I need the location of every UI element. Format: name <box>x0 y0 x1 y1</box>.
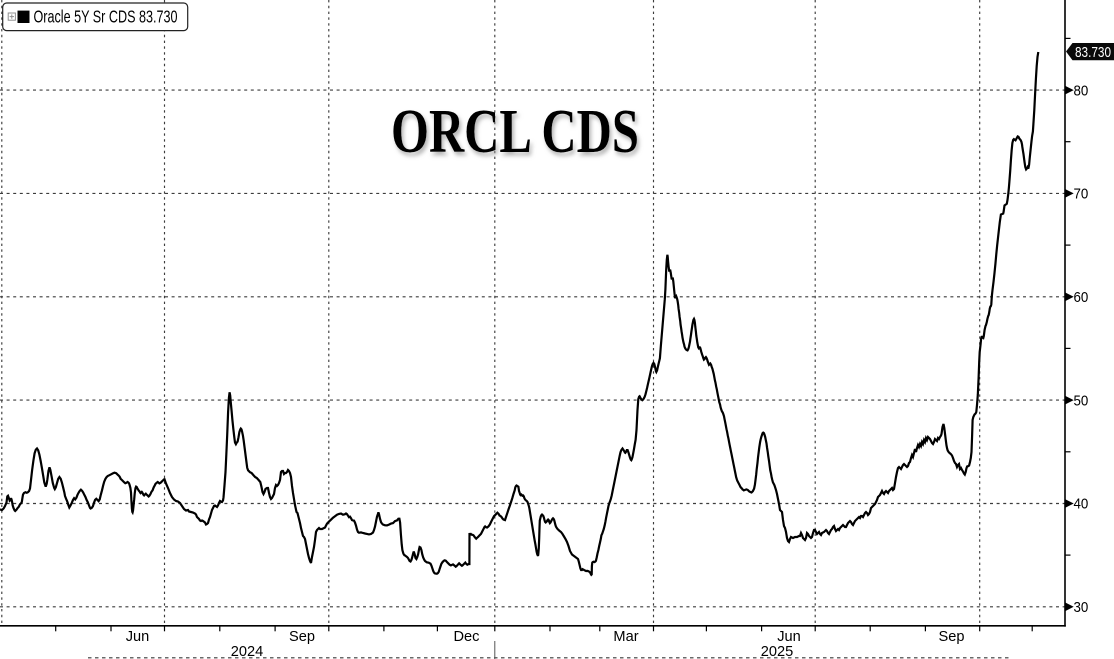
svg-text:Sep: Sep <box>939 629 965 645</box>
svg-text:Dec: Dec <box>454 629 480 645</box>
svg-text:Jun: Jun <box>777 629 801 645</box>
svg-text:70: 70 <box>1074 187 1089 203</box>
svg-text:ORCL CDS: ORCL CDS <box>391 96 639 166</box>
svg-text:30: 30 <box>1074 600 1089 616</box>
svg-text:80: 80 <box>1074 83 1089 99</box>
svg-text:Oracle 5Y Sr CDS 83.730: Oracle 5Y Sr CDS 83.730 <box>34 7 178 27</box>
svg-text:60: 60 <box>1074 290 1089 306</box>
svg-text:2024: 2024 <box>231 644 263 659</box>
svg-text:Jun: Jun <box>126 629 150 645</box>
svg-text:2025: 2025 <box>761 644 793 659</box>
svg-text:50: 50 <box>1074 393 1089 409</box>
svg-text:Mar: Mar <box>613 629 638 645</box>
svg-text:40: 40 <box>1074 497 1089 513</box>
svg-text:Sep: Sep <box>289 629 315 645</box>
svg-text:83.730: 83.730 <box>1075 45 1111 61</box>
